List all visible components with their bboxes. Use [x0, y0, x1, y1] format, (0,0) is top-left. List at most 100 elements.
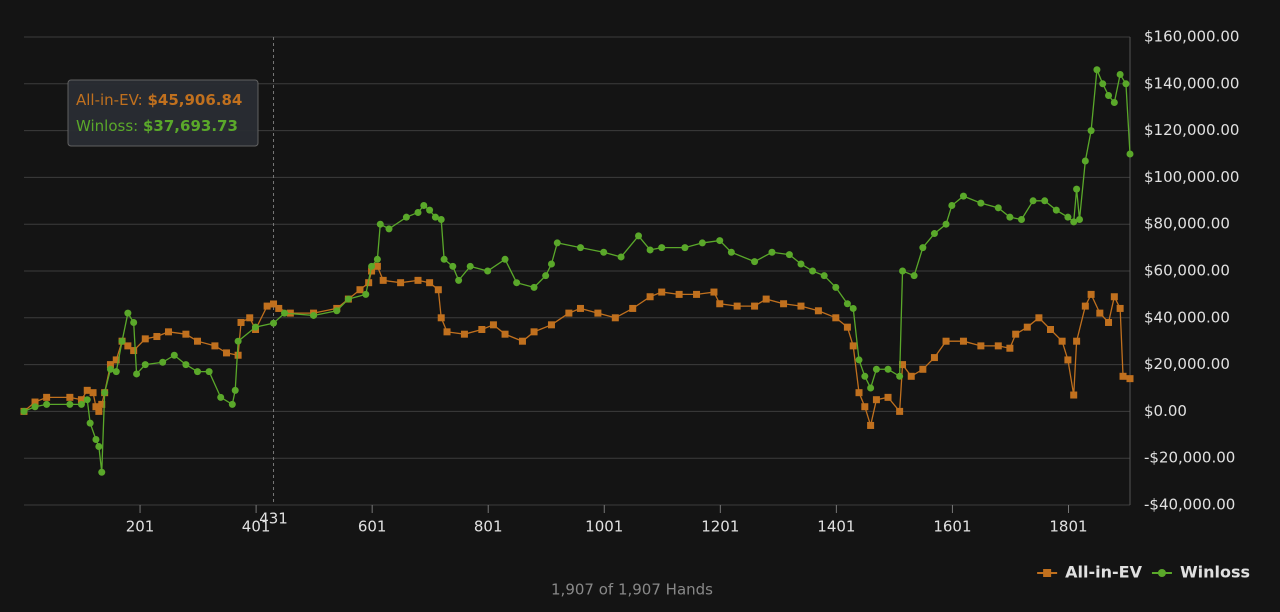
point — [693, 290, 701, 298]
point — [141, 335, 149, 343]
point — [635, 232, 643, 240]
point — [275, 304, 283, 312]
point — [896, 372, 904, 380]
point — [867, 421, 875, 429]
point — [194, 337, 202, 345]
point — [751, 258, 759, 266]
point — [1093, 66, 1101, 74]
point — [43, 393, 51, 401]
point — [832, 283, 840, 291]
point — [646, 293, 654, 301]
tooltip-label: All-in-EV: — [76, 91, 143, 109]
point — [170, 351, 178, 359]
point — [443, 328, 451, 336]
point — [884, 393, 892, 401]
point — [434, 286, 442, 294]
point — [867, 384, 875, 392]
tooltip-value: $45,906.84 — [147, 91, 242, 109]
point — [1047, 326, 1055, 333]
point — [977, 342, 985, 350]
point — [1110, 99, 1118, 107]
point — [861, 403, 869, 411]
point — [910, 272, 918, 280]
point — [1087, 127, 1095, 135]
point — [86, 419, 94, 427]
y-tick-label: $0.00 — [1144, 402, 1187, 420]
point — [762, 295, 770, 303]
point — [530, 328, 538, 336]
point — [930, 354, 938, 362]
point — [92, 435, 100, 443]
point — [101, 389, 109, 397]
y-tick-label: $40,000.00 — [1144, 308, 1230, 326]
x-tick-label: 201 — [126, 518, 155, 536]
point — [733, 302, 741, 310]
y-tick-label: -$20,000.00 — [1144, 449, 1235, 467]
point — [1017, 216, 1025, 224]
point — [977, 199, 985, 207]
crosshair-label: 431 — [259, 510, 288, 528]
point — [83, 396, 91, 404]
point — [797, 260, 805, 268]
point — [518, 337, 526, 345]
point — [112, 368, 120, 376]
point — [959, 192, 967, 200]
point — [124, 309, 132, 317]
point — [899, 267, 907, 275]
point — [1087, 290, 1095, 298]
point — [98, 468, 106, 476]
point — [849, 342, 857, 350]
point — [1073, 185, 1081, 193]
point — [159, 358, 167, 366]
tooltip-value: $37,693.73 — [143, 117, 238, 135]
point — [379, 276, 387, 284]
tooltip-row: All-in-EV: $45,906.84 — [76, 91, 242, 109]
point — [501, 330, 509, 338]
point — [832, 314, 840, 322]
y-tick-label: $60,000.00 — [1144, 262, 1230, 280]
point — [1052, 206, 1060, 214]
point — [1029, 197, 1037, 205]
point — [246, 314, 254, 322]
point — [1035, 314, 1043, 322]
point — [402, 213, 410, 221]
point — [270, 300, 278, 308]
point — [646, 246, 654, 254]
y-tick-label: $120,000.00 — [1144, 121, 1239, 139]
point — [31, 398, 39, 406]
point — [234, 337, 242, 345]
point — [106, 365, 114, 373]
point — [681, 244, 689, 252]
point — [414, 209, 422, 216]
point — [994, 204, 1002, 212]
point — [600, 248, 608, 256]
point — [223, 349, 231, 357]
point — [356, 286, 364, 294]
tooltip — [67, 79, 259, 147]
legend-marker — [1157, 569, 1166, 577]
point — [153, 333, 161, 341]
point — [141, 361, 149, 369]
point — [164, 328, 172, 336]
point — [376, 220, 384, 228]
point — [1122, 80, 1130, 88]
point — [66, 393, 74, 401]
point — [948, 201, 956, 209]
point — [368, 262, 376, 270]
point — [95, 443, 103, 450]
legend-label: Winloss — [1180, 563, 1250, 582]
point — [861, 372, 869, 380]
x-tick-label: 1801 — [1049, 518, 1087, 536]
point — [716, 237, 724, 245]
point — [843, 323, 851, 331]
point — [698, 239, 706, 247]
point — [1105, 92, 1113, 99]
point — [112, 356, 120, 364]
point — [182, 361, 190, 369]
point — [675, 290, 683, 298]
point — [959, 337, 967, 345]
point — [814, 307, 822, 315]
point — [373, 262, 381, 270]
point — [942, 220, 950, 228]
